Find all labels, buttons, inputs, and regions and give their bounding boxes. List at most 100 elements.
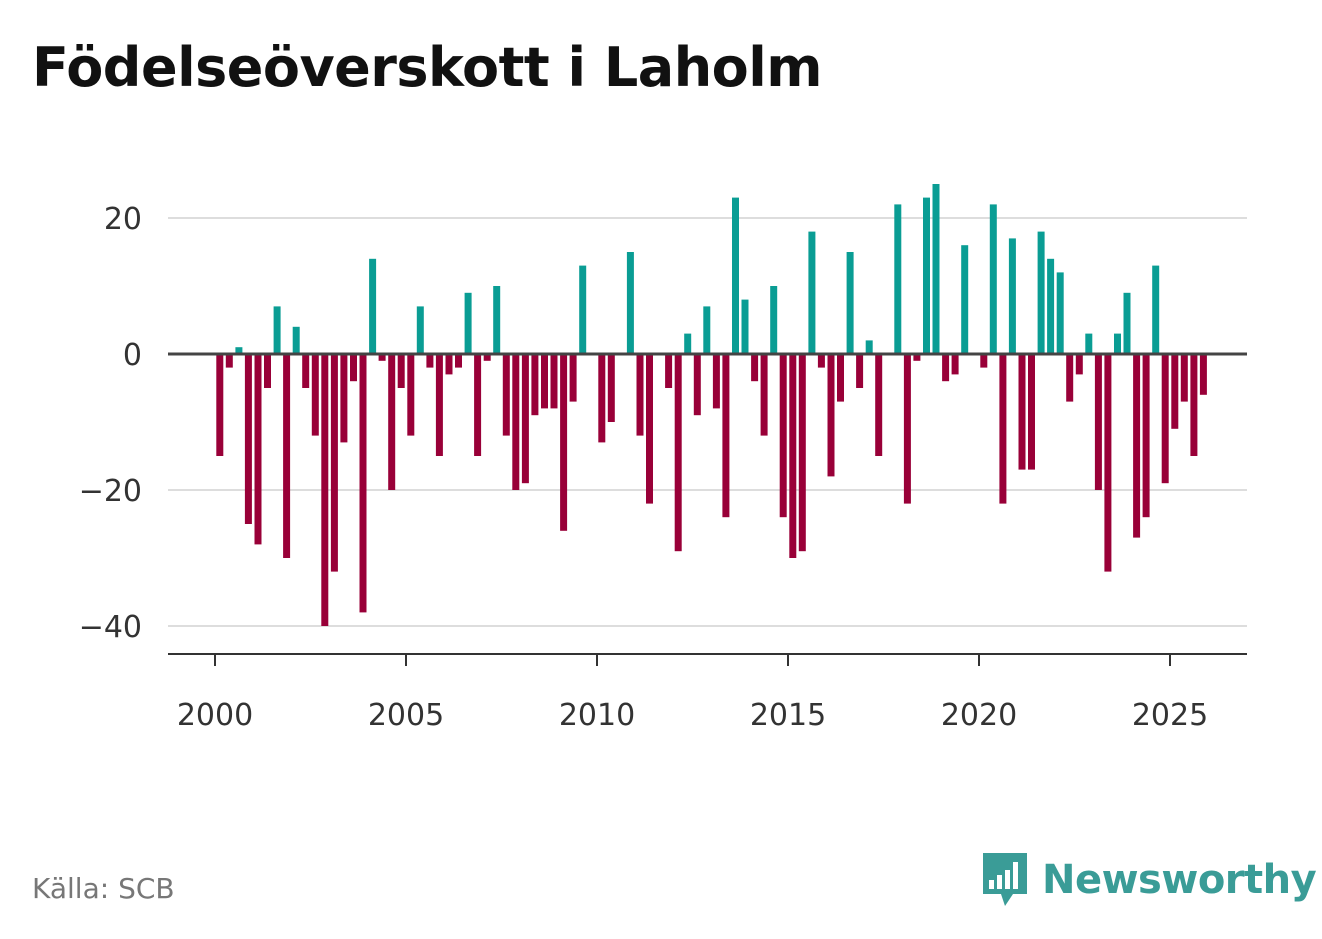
bar [703,306,711,354]
bar [1047,258,1055,354]
bar [1199,354,1207,395]
bar [350,354,357,382]
bar [798,354,806,552]
bar [684,333,692,354]
bar [932,184,940,354]
bar [330,354,338,572]
bar [1114,333,1121,354]
bar [646,354,653,504]
newsworthy-logo-icon [983,853,1027,906]
bar [1171,354,1179,429]
x-tick-label: 2005 [368,698,444,733]
bar [770,286,778,354]
bar [999,354,1007,504]
brand-logo: Newsworthy [980,850,1317,910]
y-tick-label: −20 [79,474,142,509]
bar [1094,354,1102,490]
bar [1152,265,1160,354]
bar [541,354,548,409]
bar [598,354,606,443]
bar [980,354,988,368]
bar [283,354,291,558]
bar [1133,354,1141,538]
bar [951,354,959,375]
bar [636,354,644,436]
bar [378,354,386,361]
bar [1037,231,1045,354]
bar [1161,354,1169,484]
bar [856,354,864,388]
bar [674,354,682,552]
bar [569,354,577,402]
bar [235,347,243,354]
bar [875,354,883,456]
bar [989,204,997,354]
y-tick-label: 20 [104,202,142,237]
bar [512,354,520,490]
chart-title: Födelseöverskott i Laholm [32,36,823,99]
bar [416,306,424,354]
bar [321,354,329,626]
y-tick-label: 0 [123,338,142,373]
bar [225,354,233,368]
bar [1180,354,1188,402]
bar [464,292,472,354]
bar [435,354,443,456]
bar [550,354,558,409]
y-axis-labels: 20 0 −20 −40 [79,202,142,645]
bar [1123,292,1131,354]
y-gridlines [168,217,1247,627]
bar [760,354,768,436]
bar [359,354,367,613]
bar [923,197,930,354]
bar [1066,354,1074,402]
bar [474,354,482,456]
bar [913,354,921,361]
bar [273,306,281,354]
y-tick-label: −40 [79,610,142,645]
bar [216,354,224,456]
bar [1008,238,1016,354]
bar [254,354,262,545]
bar [751,354,759,382]
bar [712,354,720,409]
x-tick-label: 2015 [750,698,826,733]
bar [369,258,377,354]
bar [1085,333,1093,354]
bar [244,354,252,524]
bar [693,354,701,416]
bar [1075,354,1083,375]
bar [1018,354,1026,470]
bar [837,354,844,402]
bar [894,204,902,354]
bar-chart: 20 0 −20 −40 2000 2005 2010 2015 2020 2025 [79,184,1247,733]
bar [789,354,797,558]
bar [579,265,587,354]
bar [817,354,825,368]
x-axis: 2000 2005 2010 2015 2020 2025 [168,653,1247,733]
bar [961,245,969,354]
x-tick-label: 2010 [559,698,635,733]
bar [407,354,415,436]
bar [1190,354,1198,456]
bar [455,354,462,368]
bar [903,354,911,504]
x-tick-label: 2025 [1132,698,1208,733]
bar [626,252,634,354]
bar [531,354,539,416]
bar [292,326,300,354]
bar [1104,354,1112,572]
bar [397,354,405,388]
bar [732,197,739,354]
bar [426,354,434,368]
bar [665,354,673,388]
bar [264,354,271,388]
bar [560,354,568,531]
x-tick-label: 2000 [177,698,253,733]
bar [942,354,950,382]
bar [311,354,319,436]
bar [827,354,835,477]
bar [340,354,348,443]
bar [1056,272,1064,354]
x-tick-label: 2020 [941,698,1017,733]
